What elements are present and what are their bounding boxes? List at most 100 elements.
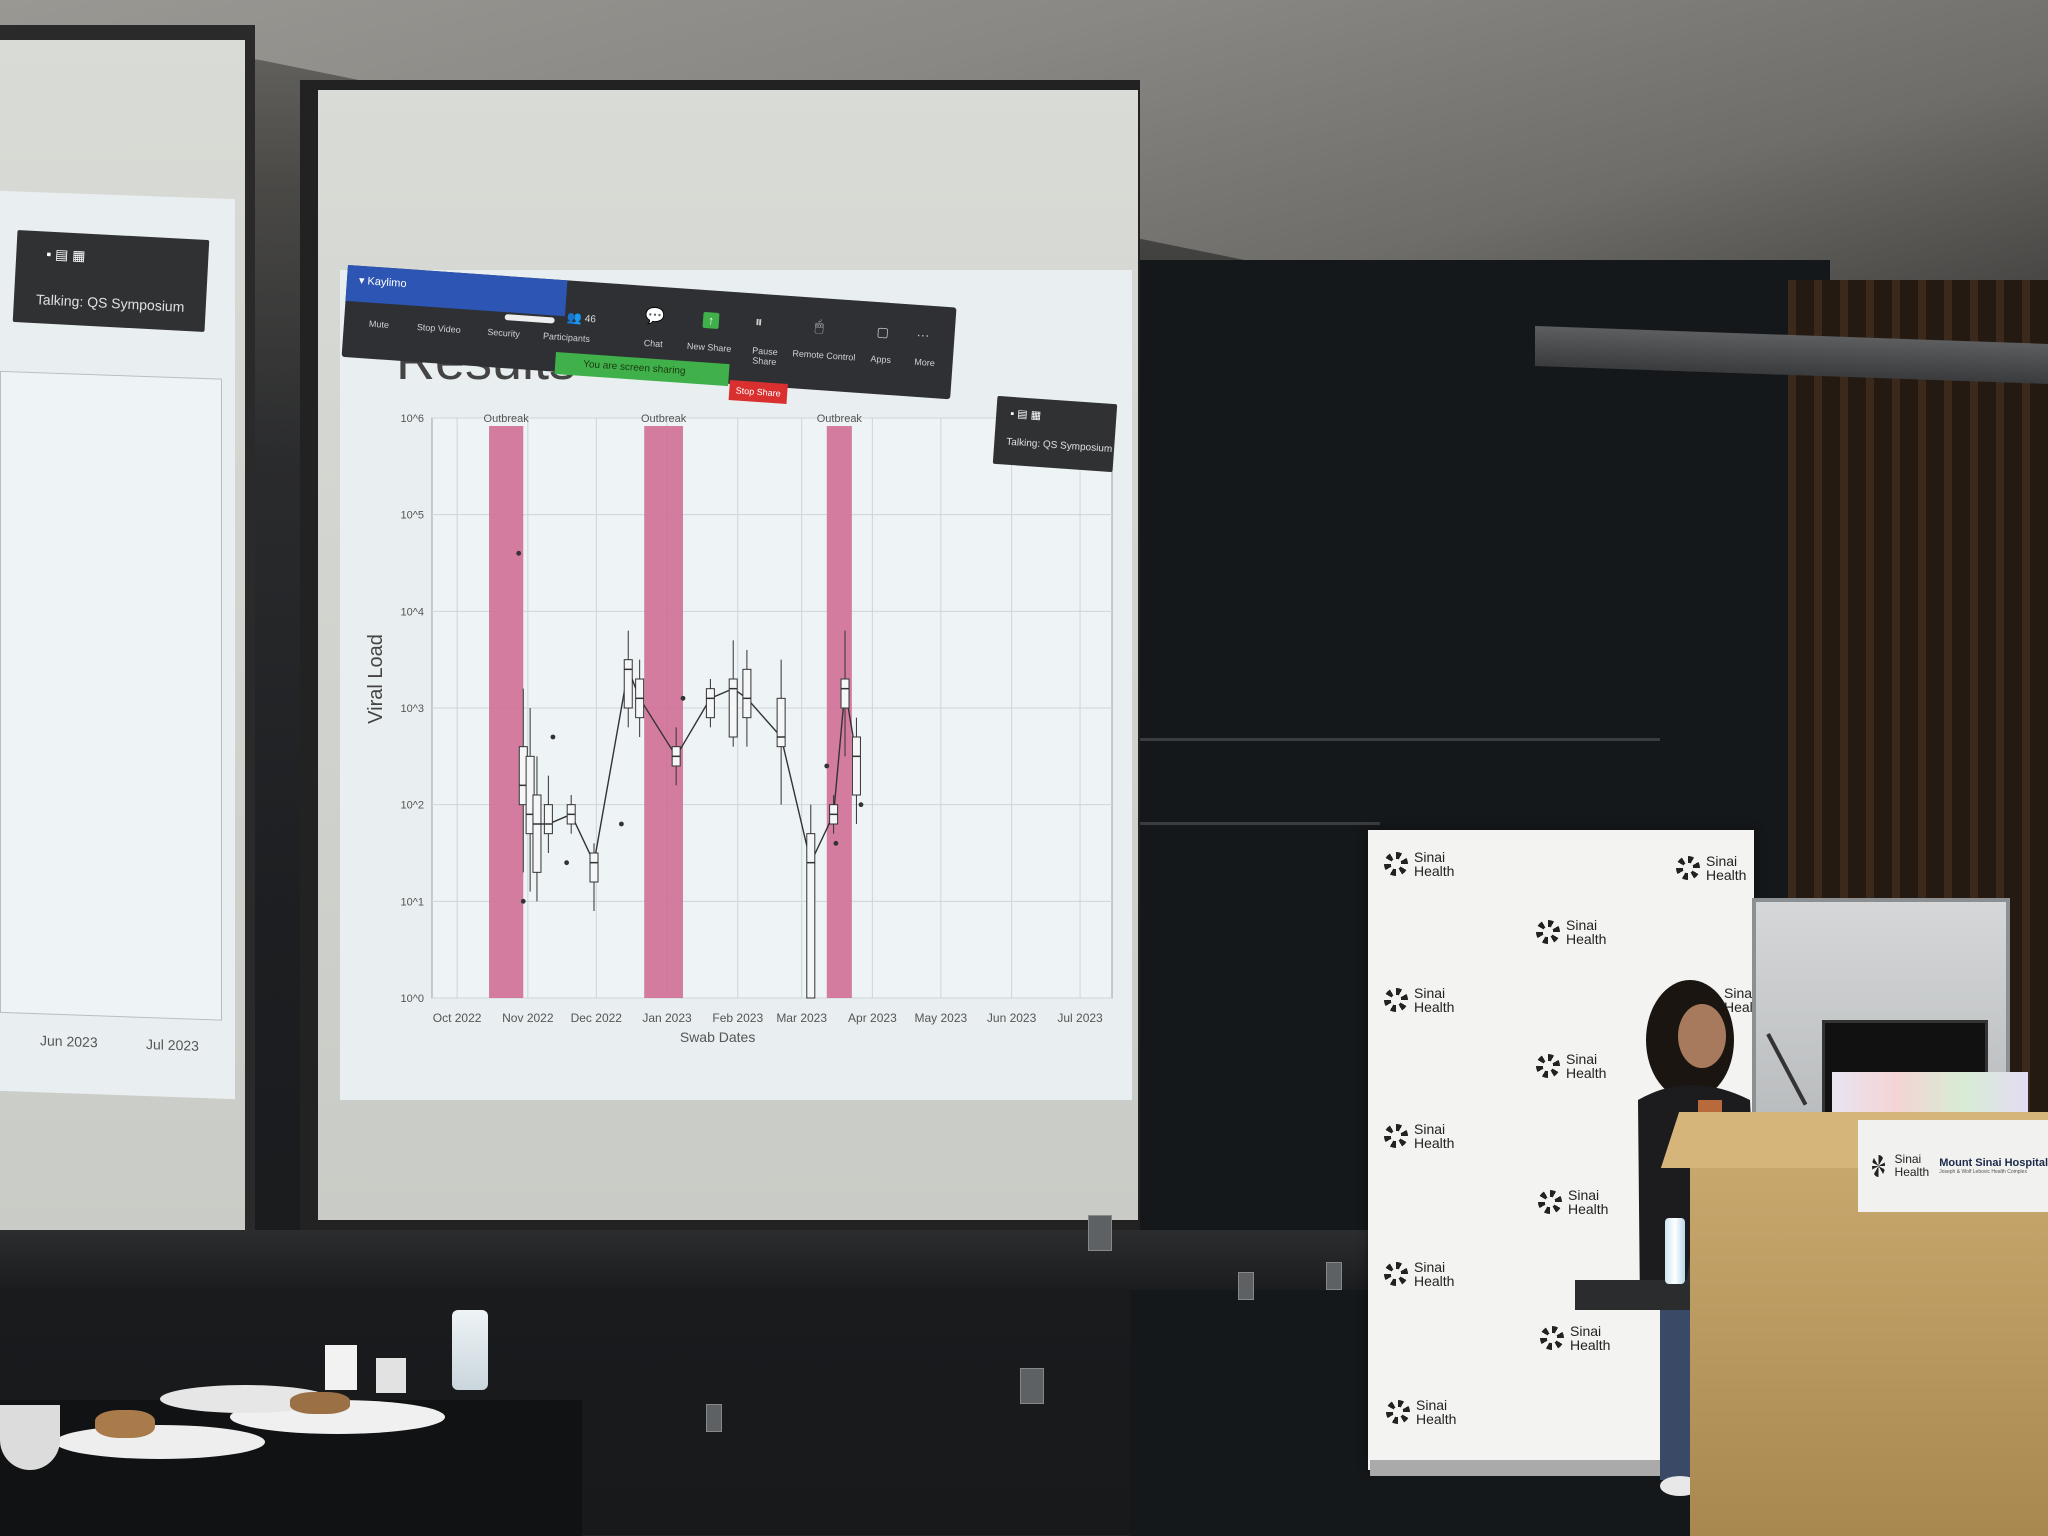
sinai-podium-logo-icon	[1872, 1155, 1885, 1177]
banner-base	[1370, 1460, 1754, 1476]
banner-logo: Sinai Health	[1676, 854, 1746, 882]
box	[776, 697, 786, 748]
participants-button[interactable]: Participants	[542, 330, 591, 345]
remote-control-icon: 🖱	[814, 317, 825, 336]
box	[589, 852, 599, 883]
x-tick-label: Feb 2023	[712, 1011, 763, 1025]
paper-cup	[376, 1358, 406, 1393]
outlier-point	[516, 550, 522, 556]
banner-logo: Sinai Health	[1536, 918, 1606, 946]
y-tick-label: 10^1	[400, 896, 424, 908]
security-button[interactable]: Security	[487, 326, 521, 340]
x-tick-label: Dec 2022	[571, 1011, 623, 1025]
outlier-point	[824, 763, 830, 769]
food-bowl	[0, 1405, 60, 1470]
wall-outlet-1	[1088, 1215, 1112, 1251]
box	[543, 804, 553, 835]
sanitizer-bottle	[452, 1310, 488, 1390]
box	[742, 668, 752, 719]
wall-trim-line	[1130, 738, 1660, 741]
x-axis-label: Swab Dates	[680, 1029, 755, 1045]
mute-button[interactable]: Mute	[368, 318, 390, 330]
podium-hospital-name: Mount Sinai Hospital	[1939, 1157, 2048, 1169]
y-tick-label: 10^5	[400, 510, 424, 522]
stop-video-button[interactable]: Stop Video	[416, 321, 462, 336]
x-tick-label: Jan 2023	[642, 1011, 692, 1025]
box	[532, 794, 542, 873]
y-tick-label: 10^0	[400, 993, 424, 1005]
zoom-user-name: Kaylimo	[367, 275, 407, 291]
x-tick-label: Oct 2022	[433, 1011, 482, 1025]
y-tick-label: 10^3	[400, 703, 424, 715]
podium-papers	[1832, 1072, 2028, 1112]
box	[623, 659, 633, 709]
outlier-point	[564, 860, 570, 866]
x-tick-label: Apr 2023	[848, 1011, 897, 1025]
left-talking-text: Talking: QS Symposium	[35, 291, 185, 315]
left-layout-icons: ▪ ▤ ▦	[45, 245, 86, 264]
water-bottle	[1665, 1218, 1685, 1284]
presenter-face	[1678, 1004, 1726, 1068]
sharing-notice-text: You are screen sharing	[582, 358, 686, 378]
x-tick-label: Jun 2023	[987, 1011, 1037, 1025]
left-x-tick-jun: Jun 2023	[40, 1032, 98, 1051]
y-tick-label: 10^6	[400, 413, 424, 425]
food-platter-1	[55, 1425, 265, 1459]
banner-logo: Sinai Health	[1384, 1260, 1454, 1288]
sinai-logo-icon	[1538, 1190, 1562, 1214]
more-icon: ···	[916, 326, 931, 343]
podium	[1690, 1160, 2048, 1536]
sandwich-1	[95, 1410, 155, 1438]
wall-outlet-2	[1238, 1272, 1254, 1300]
new-share-button[interactable]: New Share	[686, 340, 732, 354]
sinai-logo-icon	[1384, 988, 1408, 1012]
x-tick-label: Mar 2023	[776, 1011, 827, 1025]
podium-sinai-text: Sinai Health	[1894, 1152, 1930, 1179]
chat-icon: 💬	[644, 307, 666, 327]
viral-load-chart: Oct 2022 Nov 2022 Dec 2022 Jan 2023 Feb 2023…	[365, 413, 1113, 1045]
sandwich-2	[290, 1392, 350, 1414]
main-talking-text: Talking: QS Symposium	[1005, 436, 1113, 456]
podium-sign: Sinai Health Mount Sinai Hospital Joseph…	[1858, 1120, 2048, 1212]
outlier-point	[680, 695, 686, 701]
sinai-logo-icon	[1384, 1262, 1408, 1286]
apps-button[interactable]: Apps	[870, 353, 892, 366]
y-tick-label: 10^4	[400, 606, 424, 618]
banner-logo: Sinai Health	[1384, 1122, 1454, 1150]
box	[840, 678, 850, 709]
outbreak-band	[644, 426, 684, 998]
stop-share-button[interactable]: Stop Share	[728, 380, 788, 404]
x-tick-label: May 2023	[915, 1011, 968, 1025]
wall-outlet-5	[706, 1404, 722, 1432]
outlier-point	[858, 802, 864, 808]
box	[705, 688, 715, 719]
main-talking-box: ▪ ▤ ▦ Talking: QS Symposium	[992, 395, 1118, 473]
banner-logo: Sinai Health	[1540, 1324, 1610, 1352]
outbreak-label: Outbreak	[817, 413, 863, 425]
cutlery-cup	[325, 1345, 357, 1390]
pause-icon: ⏸	[754, 313, 764, 332]
more-button[interactable]: More	[914, 356, 936, 369]
remote-control-button[interactable]: Remote Control	[792, 348, 856, 363]
pause-share-button[interactable]: Pause Share	[751, 345, 779, 368]
banner-logo: Sinai Health	[1384, 850, 1454, 878]
sinai-logo-icon	[1536, 1054, 1560, 1078]
y-axis-label: Viral Load	[365, 634, 387, 724]
main-layout-icons: ▪ ▤ ▦	[1009, 407, 1042, 422]
banner-logo: Sinai Health	[1384, 986, 1454, 1014]
x-tick-label: Jul 2023	[1057, 1011, 1103, 1025]
sinai-logo-icon	[1386, 1400, 1410, 1424]
wall-outlet-3	[1326, 1262, 1342, 1290]
podium-hospital-subtext: Joseph & Wolf Lebovic Health Complex	[1939, 1169, 2027, 1175]
y-tick-label: 10^2	[400, 800, 424, 812]
left-chart-area	[0, 370, 222, 1021]
sinai-logo-icon	[1384, 1124, 1408, 1148]
x-tick-label: Nov 2022	[502, 1011, 554, 1025]
chat-button[interactable]: Chat	[643, 337, 664, 350]
banner-logo: Sinai Health	[1538, 1188, 1608, 1216]
wall-trim-line-2	[1130, 822, 1380, 825]
outlier-point	[618, 821, 624, 827]
left-talking-box: ▪ ▤ ▦ Talking: QS Symposium	[12, 230, 210, 332]
outbreak-label: Outbreak	[641, 413, 687, 425]
podium-hospital-block: Mount Sinai Hospital Joseph & Wolf Lebov…	[1939, 1157, 2048, 1175]
